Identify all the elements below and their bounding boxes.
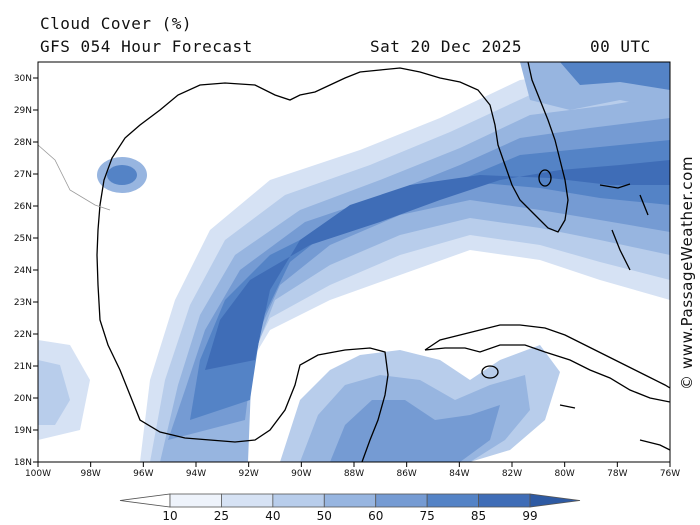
lon-label: 90W [291,469,311,479]
lon-label: 76W [660,469,680,479]
lat-label: 28N [14,138,32,148]
colorbar-min-arrow [119,493,171,508]
cloud-field [38,62,670,462]
lon-label: 88W [344,469,364,479]
colorbar-segment [169,493,222,508]
longitude-axis: 100W 98W 96W 94W 92W 90W 88W 86W 84W 82W 80W 78W 76W [25,462,680,479]
lat-label: 19N [14,426,32,436]
colorbar-segment [323,493,377,508]
colorbar-segment [375,493,428,508]
lat-label: 18N [14,458,32,468]
colorbar-segment [221,493,274,508]
lat-label: 22N [14,330,32,340]
lon-label: 94W [186,469,206,479]
colorbar-segment [426,493,479,508]
colorbar-tick-label: 50 [317,509,332,523]
colorbar-tick-label: 10 [162,509,177,523]
lon-label: 82W [502,469,522,479]
coastlines [96,62,670,462]
forecast-time: 00 UTC [590,37,651,56]
lat-label: 30N [14,74,32,84]
colorbar-max-arrow [529,493,581,508]
colorbar-tick-label: 25 [214,509,229,523]
colorbar-segment [272,493,325,508]
colorbar-tick-label: 40 [265,509,280,523]
colorbar-tick-label: 85 [471,509,486,523]
lat-label: 20N [14,394,32,404]
forecast-date: Sat 20 Dec 2025 [370,37,522,56]
lat-label: 23N [14,298,32,308]
colorbar-tick-label: 99 [522,509,537,523]
lat-label: 26N [14,202,32,212]
border-line [38,144,111,211]
lon-label: 78W [607,469,627,479]
lon-label: 92W [238,469,258,479]
lon-label: 98W [80,469,100,479]
latitude-axis: 30N 29N 28N 27N 26N 25N 24N 23N 22N 21N 20N 19N 18N [14,74,38,468]
lat-label: 21N [14,362,32,372]
colorbar-segment [478,493,531,508]
map-title: Cloud Cover (%) [40,14,192,33]
lat-label: 29N [14,106,32,116]
lat-label: 27N [14,170,32,180]
lat-label: 25N [14,234,32,244]
lon-label: 100W [25,469,51,479]
lon-label: 86W [396,469,416,479]
forecast-subtitle: GFS 054 Hour Forecast [40,37,253,56]
colorbar-tick-label: 60 [368,509,383,523]
colorbar: 10 25 40 50 60 75 85 99 [119,493,581,523]
lon-label: 80W [554,469,574,479]
lon-label: 84W [449,469,469,479]
lat-label: 24N [14,266,32,276]
colorbar-tick-label: 75 [420,509,435,523]
lon-label: 96W [133,469,153,479]
